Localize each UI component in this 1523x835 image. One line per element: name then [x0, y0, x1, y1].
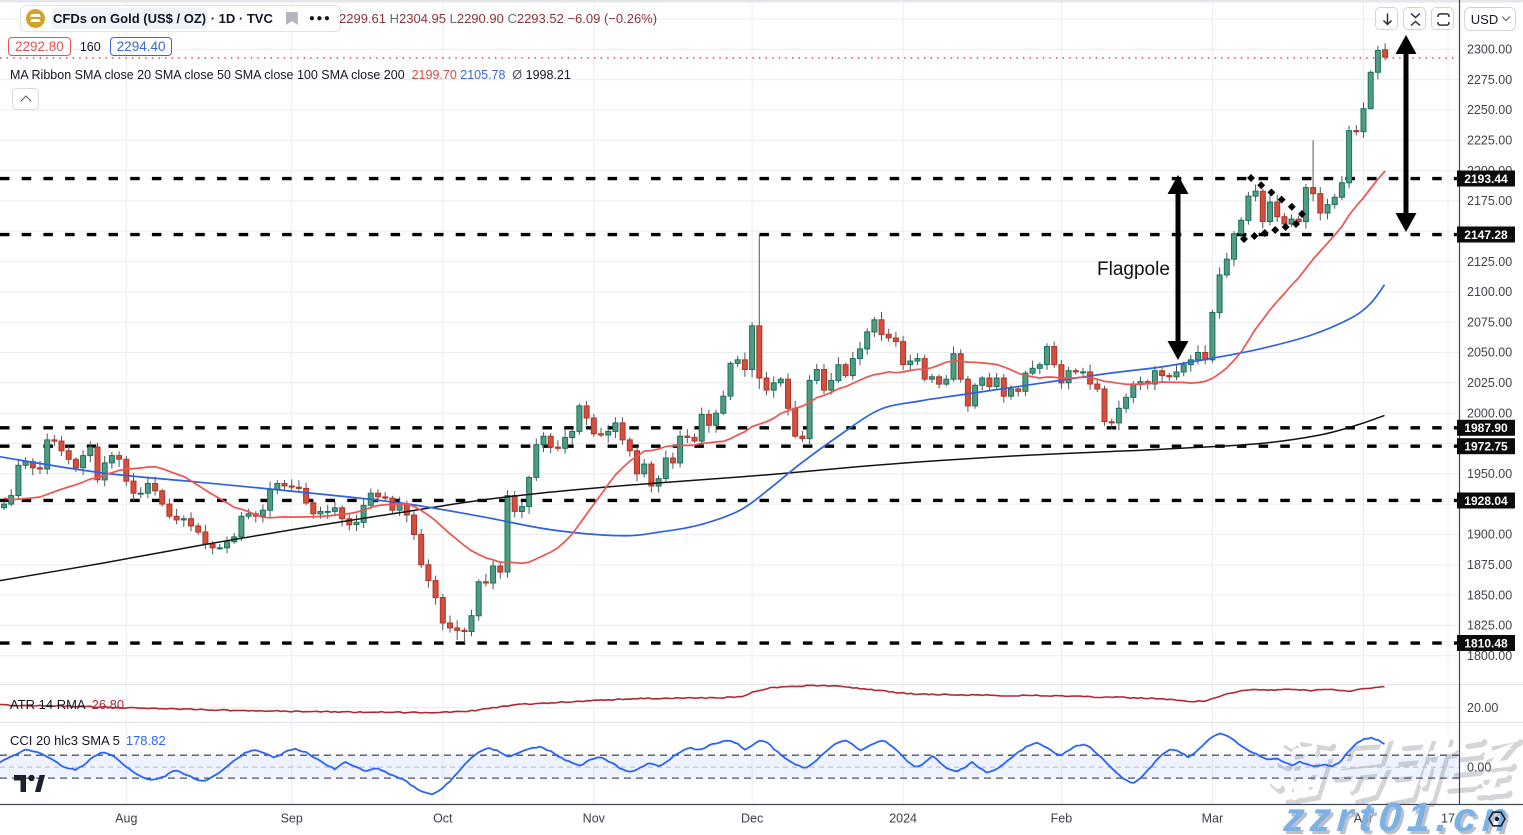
svg-text:1850.00: 1850.00	[1467, 588, 1512, 602]
svg-text:2050.00: 2050.00	[1467, 346, 1512, 360]
svg-text:1825.00: 1825.00	[1467, 619, 1512, 633]
svg-text:1875.00: 1875.00	[1467, 558, 1512, 572]
svg-text:2147.28: 2147.28	[1464, 228, 1508, 242]
svg-text:2250.00: 2250.00	[1467, 103, 1512, 117]
svg-text:17: 17	[1441, 812, 1455, 826]
svg-text:2024: 2024	[889, 812, 917, 826]
svg-text:Feb: Feb	[1051, 812, 1073, 826]
svg-text:1900.00: 1900.00	[1467, 528, 1512, 542]
svg-text:1987.90: 1987.90	[1464, 421, 1508, 435]
svg-text:1950.00: 1950.00	[1467, 467, 1512, 481]
svg-text:1800.00: 1800.00	[1467, 649, 1512, 663]
svg-text:2000.00: 2000.00	[1467, 406, 1512, 420]
svg-text:2225.00: 2225.00	[1467, 134, 1512, 148]
svg-text:1928.04: 1928.04	[1464, 494, 1508, 508]
svg-text:0.00: 0.00	[1467, 760, 1491, 774]
svg-text:2300.00: 2300.00	[1467, 43, 1512, 57]
svg-text:1972.75: 1972.75	[1464, 440, 1508, 454]
svg-text:zzrt01.cn: zzrt01.cn	[1284, 797, 1518, 835]
svg-text:2193.44: 2193.44	[1464, 172, 1508, 186]
svg-text:Sep: Sep	[281, 812, 303, 826]
svg-text:1810.48: 1810.48	[1464, 636, 1508, 650]
svg-text:2100.00: 2100.00	[1467, 285, 1512, 299]
svg-text:2275.00: 2275.00	[1467, 73, 1512, 87]
svg-text:zzrt01.cn: zzrt01.cn	[1281, 794, 1515, 835]
svg-text:Apr: Apr	[1354, 812, 1373, 826]
svg-text:2125.00: 2125.00	[1467, 255, 1512, 269]
svg-text:Dec: Dec	[741, 812, 763, 826]
svg-text:2175.00: 2175.00	[1467, 194, 1512, 208]
svg-text:Aug: Aug	[115, 812, 137, 826]
svg-text:Oct: Oct	[433, 812, 453, 826]
svg-text:2025.00: 2025.00	[1467, 376, 1512, 390]
svg-text:Flagpole: Flagpole	[1097, 259, 1170, 280]
svg-text:20.00: 20.00	[1467, 701, 1498, 715]
svg-text:Mar: Mar	[1202, 812, 1224, 826]
svg-text:Nov: Nov	[583, 812, 606, 826]
svg-text:2075.00: 2075.00	[1467, 315, 1512, 329]
